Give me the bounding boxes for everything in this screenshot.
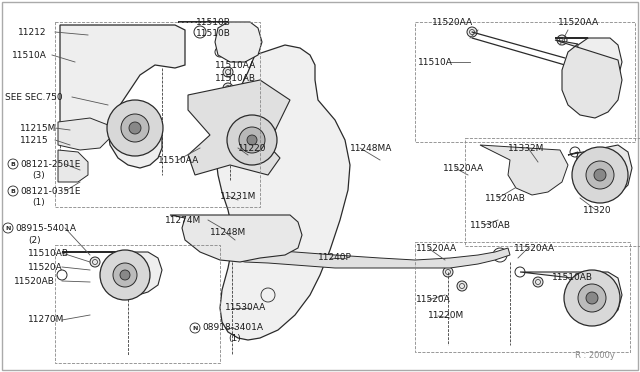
Bar [55,22,260,207]
Text: R : 2000y: R : 2000y [575,351,615,360]
Text: 11231M: 11231M [220,192,257,201]
Text: 11530AA: 11530AA [225,304,266,312]
Circle shape [121,114,149,142]
Circle shape [533,277,543,287]
Text: (1): (1) [32,198,45,206]
Text: 11274M: 11274M [165,215,201,224]
Text: 11510A: 11510A [418,58,453,67]
Text: 11220M: 11220M [428,311,464,321]
Text: 11332M: 11332M [508,144,545,153]
Circle shape [586,161,614,189]
Text: 11520AA: 11520AA [416,244,457,253]
Text: 11510AB: 11510AB [215,74,256,83]
Circle shape [239,127,265,153]
Circle shape [113,263,137,287]
Polygon shape [188,80,290,175]
Text: 11215M: 11215M [20,124,56,132]
Text: 11520AA: 11520AA [514,244,555,253]
Text: 11510A: 11510A [12,51,47,60]
Circle shape [227,303,237,313]
Circle shape [90,257,100,267]
Bar [465,138,640,246]
Polygon shape [60,25,185,168]
Circle shape [78,74,86,82]
Text: (1): (1) [228,334,241,343]
Text: (2): (2) [28,235,40,244]
Polygon shape [62,252,162,295]
Text: N: N [192,326,198,330]
Circle shape [457,281,467,291]
Text: 11520AB: 11520AB [14,276,55,285]
Text: 11520A: 11520A [416,295,451,305]
Text: 11240P: 11240P [318,253,352,263]
Polygon shape [58,118,110,150]
Text: 11510AA: 11510AA [215,61,256,70]
Circle shape [227,115,277,165]
Text: N: N [5,225,11,231]
Polygon shape [555,38,622,88]
Circle shape [223,67,233,77]
Polygon shape [568,145,632,198]
Circle shape [550,167,560,177]
Text: 08121-0351E: 08121-0351E [20,186,81,196]
Text: SEE SEC.750: SEE SEC.750 [5,93,63,102]
Circle shape [564,270,620,326]
Text: 11530AB: 11530AB [470,221,511,230]
Circle shape [223,83,233,93]
Circle shape [578,284,606,312]
Bar [55,245,220,363]
Circle shape [247,135,257,145]
Text: 11510B: 11510B [196,29,231,38]
Polygon shape [520,272,622,322]
Text: 11520AA: 11520AA [558,17,599,26]
Circle shape [104,271,112,279]
Text: B: B [11,161,15,167]
Text: 11270M: 11270M [28,315,65,324]
Text: 11520AB: 11520AB [485,193,526,202]
Circle shape [120,270,130,280]
Text: 11510AA: 11510AA [158,155,199,164]
Polygon shape [480,145,568,195]
Circle shape [586,292,598,304]
Text: 11510AB: 11510AB [28,248,69,257]
Text: 08915-5401A: 08915-5401A [15,224,76,232]
Polygon shape [58,150,88,182]
Text: 11510AB: 11510AB [552,273,593,282]
Polygon shape [232,248,510,268]
Polygon shape [555,40,622,118]
Text: 11212: 11212 [18,28,47,36]
Text: 11220: 11220 [238,144,266,153]
Circle shape [594,169,606,181]
Polygon shape [216,45,350,340]
Polygon shape [178,22,262,62]
Circle shape [467,27,477,37]
Text: 08121-2501E: 08121-2501E [20,160,81,169]
Circle shape [443,267,453,277]
Bar [415,22,635,142]
Text: 11520AA: 11520AA [443,164,484,173]
Text: 11248M: 11248M [210,228,246,237]
Polygon shape [170,215,302,262]
Circle shape [572,147,628,203]
Text: B: B [11,189,15,193]
Text: (3): (3) [32,170,45,180]
Text: 11510B: 11510B [196,17,231,26]
Circle shape [143,257,153,267]
Text: 11520AA: 11520AA [432,17,473,26]
Text: 08918-3401A: 08918-3401A [202,324,263,333]
Circle shape [535,153,545,163]
Text: 11320: 11320 [583,205,612,215]
Circle shape [100,250,150,300]
Circle shape [129,122,141,134]
Circle shape [107,100,163,156]
Circle shape [557,35,567,45]
Text: 11248MA: 11248MA [350,144,392,153]
Circle shape [70,57,80,67]
Bar [415,242,630,352]
Text: 11215: 11215 [20,135,49,144]
Text: 11520A: 11520A [28,263,63,272]
